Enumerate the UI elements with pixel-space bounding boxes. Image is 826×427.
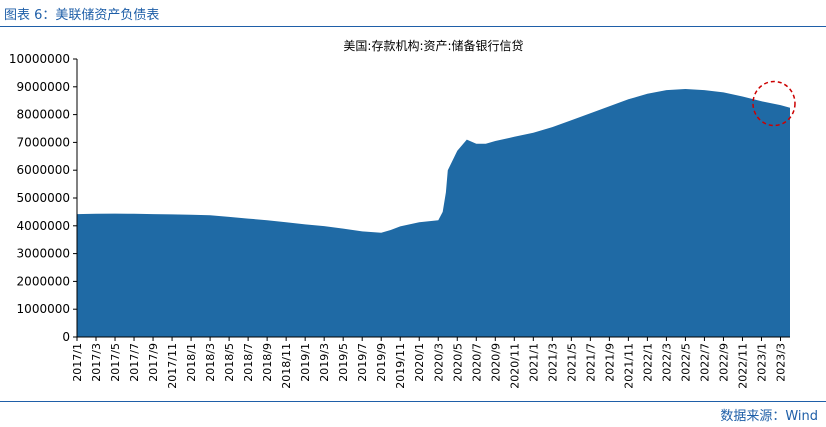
x-tick-label: 2018/9 <box>261 343 274 382</box>
x-tick-label: 2018/11 <box>280 343 293 389</box>
x-tick-label: 2019/1 <box>299 343 312 382</box>
x-tick-label: 2018/5 <box>223 343 236 382</box>
x-tick-label: 2020/9 <box>489 343 502 382</box>
x-tick-label: 2021/7 <box>584 343 597 382</box>
y-tick-label: 6000000 <box>17 163 70 177</box>
footer-divider <box>0 401 826 402</box>
x-tick-label: 2022/3 <box>660 343 673 382</box>
x-tick-label: 2022/5 <box>679 343 692 382</box>
x-tick-label: 2019/9 <box>375 343 388 382</box>
x-tick-label: 2023/1 <box>756 343 769 382</box>
y-tick-label: 3000000 <box>17 247 70 261</box>
y-tick-label: 1000000 <box>17 302 70 316</box>
x-tick-label: 2021/1 <box>527 343 540 382</box>
y-tick-label: 2000000 <box>17 274 70 288</box>
x-tick-label: 2020/1 <box>413 343 426 382</box>
x-tick-label: 2018/3 <box>204 343 217 382</box>
x-tick-label: 2018/1 <box>185 343 198 382</box>
x-tick-label: 2021/5 <box>565 343 578 382</box>
chart-title: 美国:存款机构:资产:储备银行信贷 <box>343 38 523 53</box>
x-tick-label: 2022/11 <box>737 343 750 389</box>
x-tick-label: 2019/7 <box>356 343 369 382</box>
x-tick-label: 2021/11 <box>622 343 635 389</box>
x-tick-label: 2019/11 <box>394 343 407 389</box>
highlight-circle <box>752 80 796 127</box>
data-source: 数据来源：Wind <box>720 409 818 424</box>
x-tick-label: 2017/1 <box>71 343 84 382</box>
x-tick-label: 2020/3 <box>432 343 445 382</box>
y-tick-label: 4000000 <box>17 219 70 233</box>
x-tick-label: 2021/9 <box>603 343 616 382</box>
x-tick-label: 2017/9 <box>147 343 160 382</box>
x-tick-label: 2019/5 <box>337 343 350 382</box>
y-tick-label: 7000000 <box>17 135 70 149</box>
x-tick-label: 2019/3 <box>318 343 331 382</box>
x-tick-label: 2020/11 <box>508 343 521 389</box>
figure-caption: 图表 6：美联储资产负债表 <box>4 8 160 23</box>
plot-area: 0 1000000 2000000 3000000 4000000 5000000 6000… <box>9 52 796 389</box>
x-tick-label: 2017/3 <box>90 343 103 382</box>
y-tick-label: 10000000 <box>9 52 70 66</box>
caption-divider <box>0 26 826 27</box>
x-tick-label: 2017/11 <box>166 343 179 389</box>
x-tick-label: 2017/7 <box>128 343 141 382</box>
y-tick-label: 0 <box>62 330 70 344</box>
x-tick-label: 2020/7 <box>470 343 483 382</box>
x-tick-label: 2022/7 <box>698 343 711 382</box>
x-tick-label: 2018/7 <box>242 343 255 382</box>
y-tick-label: 8000000 <box>17 108 70 122</box>
x-tick-label: 2020/5 <box>451 343 464 382</box>
x-tick-label: 2017/5 <box>109 343 122 382</box>
x-tick-label: 2021/3 <box>546 343 559 382</box>
series-area-0 <box>77 89 790 337</box>
x-tick-label: 2022/9 <box>718 343 731 382</box>
y-tick-label: 5000000 <box>17 191 70 205</box>
balance-sheet-chart: 美国:存款机构:资产:储备银行信贷 0 1000000 2000000 3000000… <box>9 38 796 389</box>
x-tick-label: 2023/3 <box>775 343 788 382</box>
y-tick-label: 9000000 <box>17 80 70 94</box>
x-tick-label: 2022/1 <box>641 343 654 382</box>
